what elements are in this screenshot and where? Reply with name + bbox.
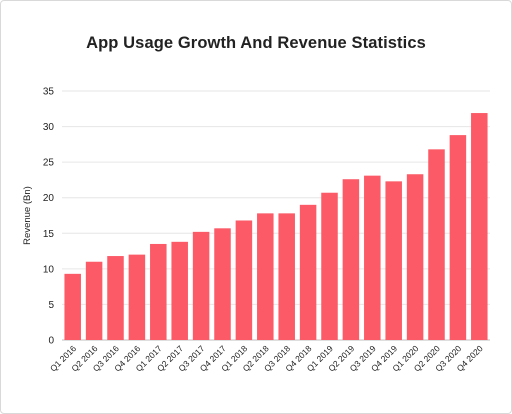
bar (449, 135, 467, 340)
bars (64, 113, 488, 340)
bar (235, 220, 253, 340)
bar (321, 192, 338, 340)
bar (85, 261, 103, 340)
bar (364, 175, 381, 340)
y-tick-label: 20 (43, 193, 55, 204)
bar (471, 113, 488, 340)
bar (278, 213, 295, 340)
bar (64, 273, 81, 340)
y-axis-title: Revenue (Bn) (22, 186, 33, 245)
bar (150, 243, 167, 340)
y-axis-ticks: 0 5 10 15 20 25 30 35 (43, 87, 55, 347)
y-tick-label: 25 (43, 158, 55, 169)
bar (385, 181, 402, 340)
bar (214, 228, 231, 340)
y-tick-label: 5 (48, 300, 54, 311)
y-tick-label: 10 (43, 264, 55, 275)
chart-title: App Usage Growth And Revenue Statistics (86, 34, 426, 52)
bar (107, 256, 124, 340)
y-tick-label: 15 (43, 229, 55, 240)
bar (428, 149, 445, 340)
bar (342, 179, 360, 340)
bar (171, 241, 188, 340)
y-tick-label: 35 (43, 87, 55, 98)
bar (299, 204, 317, 340)
y-tick-label: 0 (48, 336, 54, 347)
bar (406, 174, 424, 340)
y-tick-label: 30 (43, 122, 55, 133)
bar (128, 254, 146, 340)
bar (257, 213, 274, 340)
bar (192, 231, 210, 340)
gridlines (62, 90, 490, 341)
